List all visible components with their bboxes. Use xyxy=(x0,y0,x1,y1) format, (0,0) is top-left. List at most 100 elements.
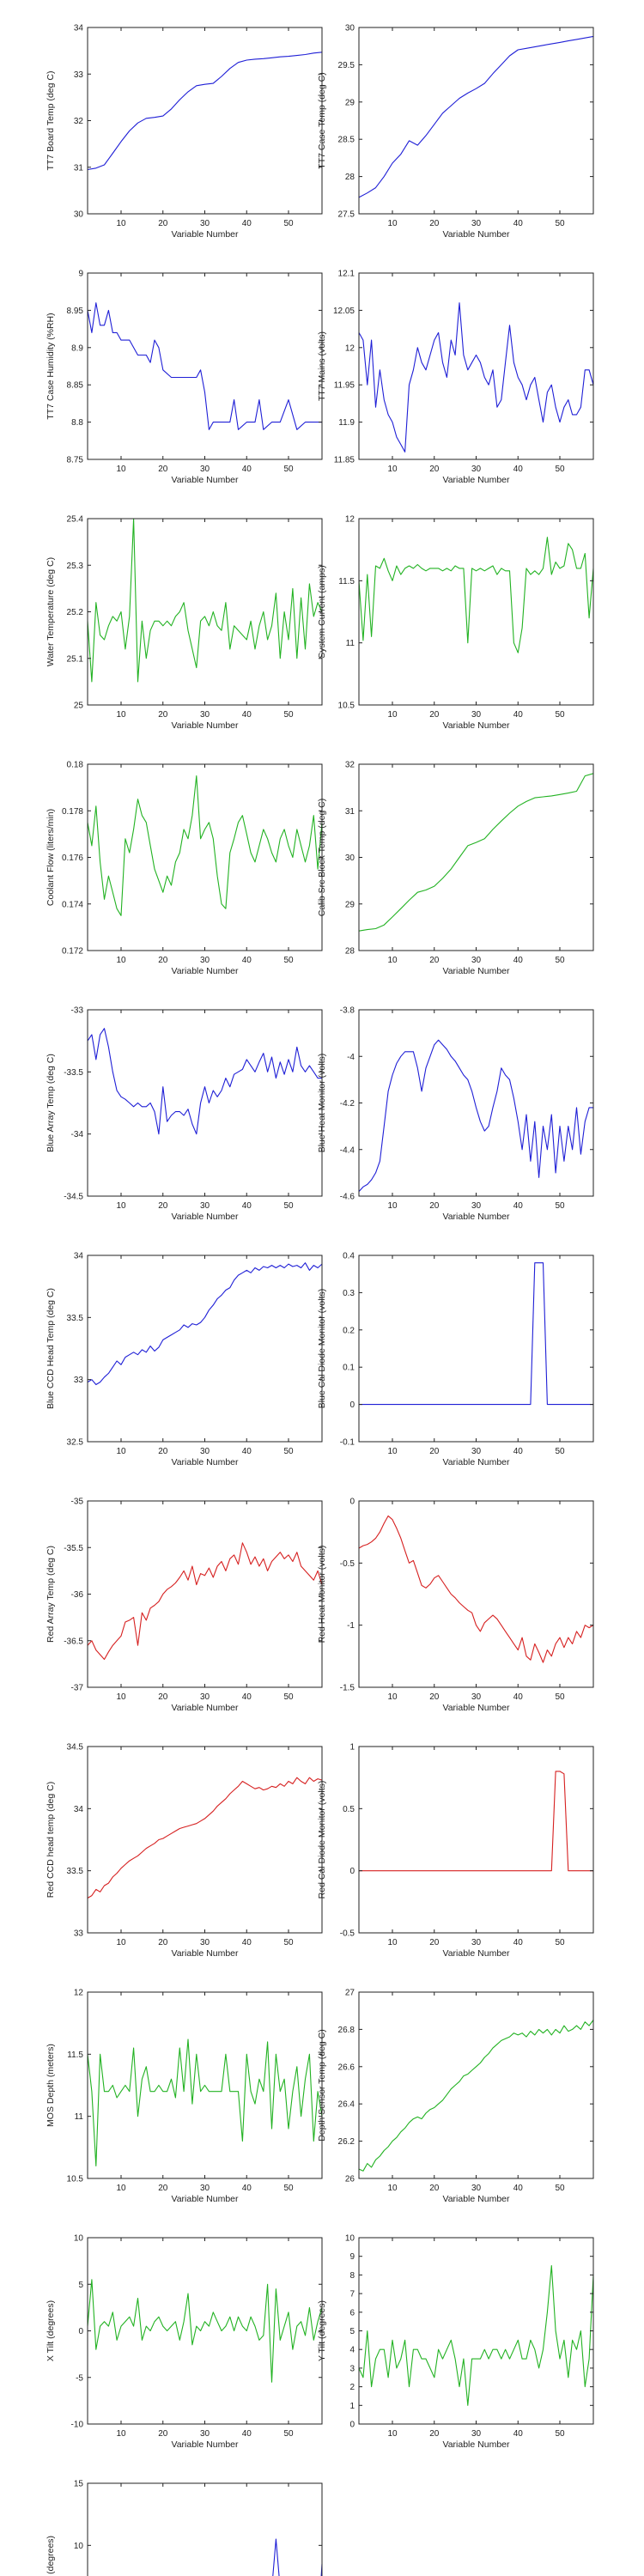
x-tick-label: 10 xyxy=(387,465,398,474)
y-tick-label: 5 xyxy=(78,2281,83,2290)
y-tick-label: 34 xyxy=(74,24,84,33)
y-tick-label: 0.4 xyxy=(343,1252,355,1261)
series-line xyxy=(359,1771,593,1872)
y-tick-label: 33 xyxy=(74,70,84,80)
x-tick-label: 30 xyxy=(200,1447,210,1456)
x-tick-label: 10 xyxy=(387,1447,398,1456)
y-tick-label: 32 xyxy=(345,761,355,770)
x-tick-label: 30 xyxy=(200,1938,210,1947)
x-axis-label: Variable Number xyxy=(442,475,510,485)
y-tick-label: -35.5 xyxy=(64,1544,83,1553)
y-tick-label: -34.5 xyxy=(64,1193,83,1202)
y-axis-label: Blue Heat Monitor (volts) xyxy=(317,1054,327,1153)
y-tick-label: 12.05 xyxy=(333,307,355,316)
x-tick-label: 40 xyxy=(513,1201,524,1211)
chart-panel: 1020304050051015Variable NumberInclinati… xyxy=(46,2480,323,2576)
y-tick-label: 0.1 xyxy=(343,1364,355,1373)
y-tick-label: 12 xyxy=(345,343,355,353)
y-tick-label: 28 xyxy=(345,173,355,182)
y-tick-label: 0.3 xyxy=(343,1289,355,1298)
y-axis-label: Coolant Flow (liters/min) xyxy=(46,809,56,906)
y-tick-label: -33 xyxy=(71,1006,84,1016)
y-tick-label: -36.5 xyxy=(64,1637,83,1646)
y-axis-label: TT7 Case Humidity (%RH) xyxy=(46,313,56,419)
series-line xyxy=(87,2279,323,2383)
x-tick-label: 40 xyxy=(513,1692,524,1702)
x-axis-label: Variable Number xyxy=(171,1948,239,1959)
chart-panel: 10 20 30 40 50 11.85 11.9 11.95 12 12.05 12.1 Varia… xyxy=(317,270,594,485)
x-tick-label: 10 xyxy=(387,2184,398,2193)
x-tick-label: 20 xyxy=(429,1938,440,1947)
x-tick-label: 20 xyxy=(429,1447,440,1456)
chart-panel: 10 20 30 40 50 28 29 30 31 32 Variable Number Calib… xyxy=(317,761,594,976)
x-tick-label: 20 xyxy=(158,710,168,720)
x-tick-label: 20 xyxy=(429,1692,440,1702)
x-tick-label: 10 xyxy=(116,1201,126,1211)
series-line xyxy=(358,2020,594,2172)
x-tick-label: 50 xyxy=(283,465,294,474)
x-tick-label: 50 xyxy=(283,710,294,720)
y-tick-label: -1.5 xyxy=(340,1684,355,1693)
y-tick-label: 0.5 xyxy=(343,1805,355,1814)
y-tick-label: -4.4 xyxy=(340,1145,355,1155)
x-tick-label: 10 xyxy=(387,956,398,965)
y-tick-label: -4.2 xyxy=(340,1099,355,1109)
x-tick-label: 40 xyxy=(242,1201,252,1211)
y-tick-label: 1 xyxy=(349,2402,355,2411)
chart-panel: 10 20 30 40 50 -1.5 -1 -0.5 0 Variable Number Red … xyxy=(317,1498,594,1713)
y-tick-label: -4 xyxy=(347,1053,355,1062)
x-tick-label: 50 xyxy=(555,1201,565,1211)
series-line xyxy=(87,1777,323,1899)
y-tick-label: 10.5 xyxy=(67,2175,84,2184)
y-tick-label: 11.85 xyxy=(334,456,355,465)
x-tick-label: 40 xyxy=(513,710,524,720)
x-tick-label: 40 xyxy=(242,710,252,720)
y-tick-label: -0.5 xyxy=(340,1929,355,1939)
x-axis-label: Variable Number xyxy=(171,229,239,240)
x-tick-label: 50 xyxy=(555,956,565,965)
y-tick-label: 27 xyxy=(345,1989,355,1998)
y-tick-label: -1 xyxy=(347,1621,355,1631)
y-tick-label: 5 xyxy=(349,2327,355,2336)
y-axis-label: Blue Cal Diode Monitor (volts) xyxy=(317,1289,327,1408)
y-tick-label: 33.5 xyxy=(67,1867,84,1876)
x-tick-label: 50 xyxy=(555,710,565,720)
x-tick-label: 40 xyxy=(513,2184,524,2193)
y-tick-label: 0 xyxy=(349,1400,355,1410)
y-tick-label: 8.9 xyxy=(71,343,83,353)
x-tick-label: 30 xyxy=(471,1201,482,1211)
y-tick-label: 32.5 xyxy=(67,1438,84,1448)
x-tick-label: 50 xyxy=(555,465,565,474)
x-tick-label: 40 xyxy=(242,956,252,965)
x-tick-label: 20 xyxy=(158,465,168,474)
y-tick-label: 0 xyxy=(349,1498,355,1507)
y-tick-label: 25.2 xyxy=(67,608,84,617)
x-axis-label: Variable Number xyxy=(442,720,510,731)
series-line xyxy=(358,1515,594,1663)
series-line xyxy=(87,302,322,430)
chart-panel: 10 20 30 40 50 10.5 11 11.5 12 Variable Number MOS… xyxy=(46,1989,323,2204)
y-tick-label: 25.3 xyxy=(67,562,84,571)
y-tick-label: 1 xyxy=(349,1743,355,1753)
x-axis-label: Variable Number xyxy=(171,2439,239,2450)
x-tick-label: 20 xyxy=(158,956,168,965)
x-tick-label: 30 xyxy=(471,2184,482,2193)
chart-panel: 10 20 30 40 50 -0.5 0 0.5 1 Variable Number Red Ca… xyxy=(317,1743,594,1959)
y-tick-label: 15 xyxy=(74,2480,84,2489)
y-axis-label: Red Heat Monitor (volts) xyxy=(317,1546,327,1643)
y-axis-label: Blue Array Temp (deg C) xyxy=(46,1054,56,1152)
x-tick-label: 10 xyxy=(116,1447,126,1456)
x-tick-label: 30 xyxy=(471,1692,482,1702)
series-line xyxy=(359,1262,593,1406)
x-axis-label: Variable Number xyxy=(442,1457,510,1467)
chart-panel: 10 20 30 40 50 30 31 32 33 34 Variable Number TT7 B… xyxy=(46,24,323,240)
y-tick-label: 26.2 xyxy=(338,2137,355,2147)
y-tick-label: -0.1 xyxy=(340,1438,355,1448)
x-tick-label: 20 xyxy=(158,1201,168,1211)
x-tick-label: 10 xyxy=(116,219,126,228)
x-tick-label: 50 xyxy=(555,2429,565,2439)
x-tick-label: 20 xyxy=(429,1201,440,1211)
y-tick-label: 33.5 xyxy=(67,1314,84,1323)
y-tick-label: 8.8 xyxy=(71,418,83,428)
